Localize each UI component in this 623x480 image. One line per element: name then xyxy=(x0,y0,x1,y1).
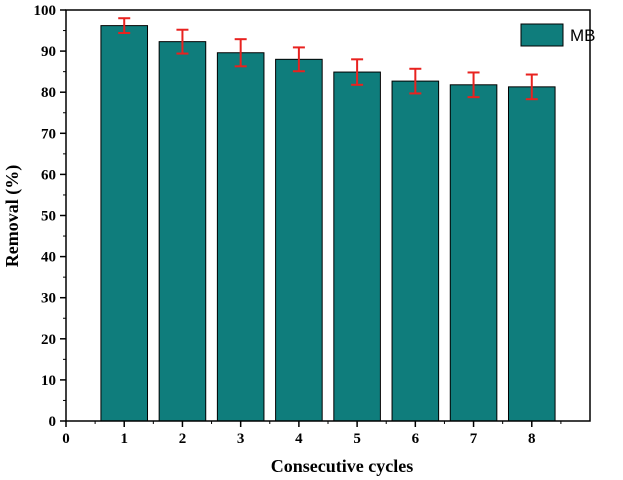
bar-cycle-4 xyxy=(275,58,323,422)
y-tick-label: 60 xyxy=(41,167,56,183)
error-bars-layer xyxy=(118,17,538,101)
x-axis-title: Consecutive cycles xyxy=(271,456,413,476)
x-tick-label: 4 xyxy=(295,431,303,447)
x-tick-label: 0 xyxy=(62,431,70,447)
error-bar-cycle-5 xyxy=(351,58,364,86)
legend-swatch xyxy=(520,23,564,47)
y-tick-label: 50 xyxy=(41,209,56,225)
y-tick-label: 80 xyxy=(41,85,56,101)
bar-cycle-5 xyxy=(333,71,381,422)
y-tick-label: 70 xyxy=(41,126,56,142)
x-tick-label: 5 xyxy=(353,431,361,447)
error-bar-cycle-3 xyxy=(234,38,247,68)
x-tick-label: 1 xyxy=(120,431,128,447)
error-bar-cycle-2 xyxy=(176,28,189,55)
y-tick-label: 20 xyxy=(41,332,56,348)
y-tick-label: 100 xyxy=(34,3,57,19)
bar-cycle-6 xyxy=(391,80,440,422)
error-bar-cycle-1 xyxy=(118,17,131,35)
bar-cycle-2 xyxy=(158,41,207,422)
x-tick-label: 7 xyxy=(470,431,478,447)
bar-cycle-8 xyxy=(507,86,556,422)
y-tick-label: 30 xyxy=(41,291,56,307)
y-axis-title: Removal (%) xyxy=(2,165,23,267)
y-tick-label: 0 xyxy=(49,414,57,430)
y-tick-label: 40 xyxy=(41,250,56,266)
bars-layer xyxy=(100,25,556,422)
legend-label-mb: MB xyxy=(570,26,596,45)
x-tick-label: 8 xyxy=(528,431,536,447)
y-tick-label: 10 xyxy=(41,373,56,389)
y-tick-label: 90 xyxy=(41,44,56,60)
legend: MB xyxy=(520,23,596,47)
bar-cycle-7 xyxy=(449,84,498,422)
error-bar-cycle-8 xyxy=(525,73,538,101)
bar-cycle-1 xyxy=(100,25,149,422)
x-tick-label: 2 xyxy=(179,431,187,447)
x-tick-label: 6 xyxy=(412,431,420,447)
error-bar-cycle-4 xyxy=(292,46,305,73)
x-tick-label: 3 xyxy=(237,431,245,447)
bar-cycle-3 xyxy=(216,52,265,422)
error-bar-cycle-6 xyxy=(409,67,422,95)
error-bar-cycle-7 xyxy=(467,71,480,99)
